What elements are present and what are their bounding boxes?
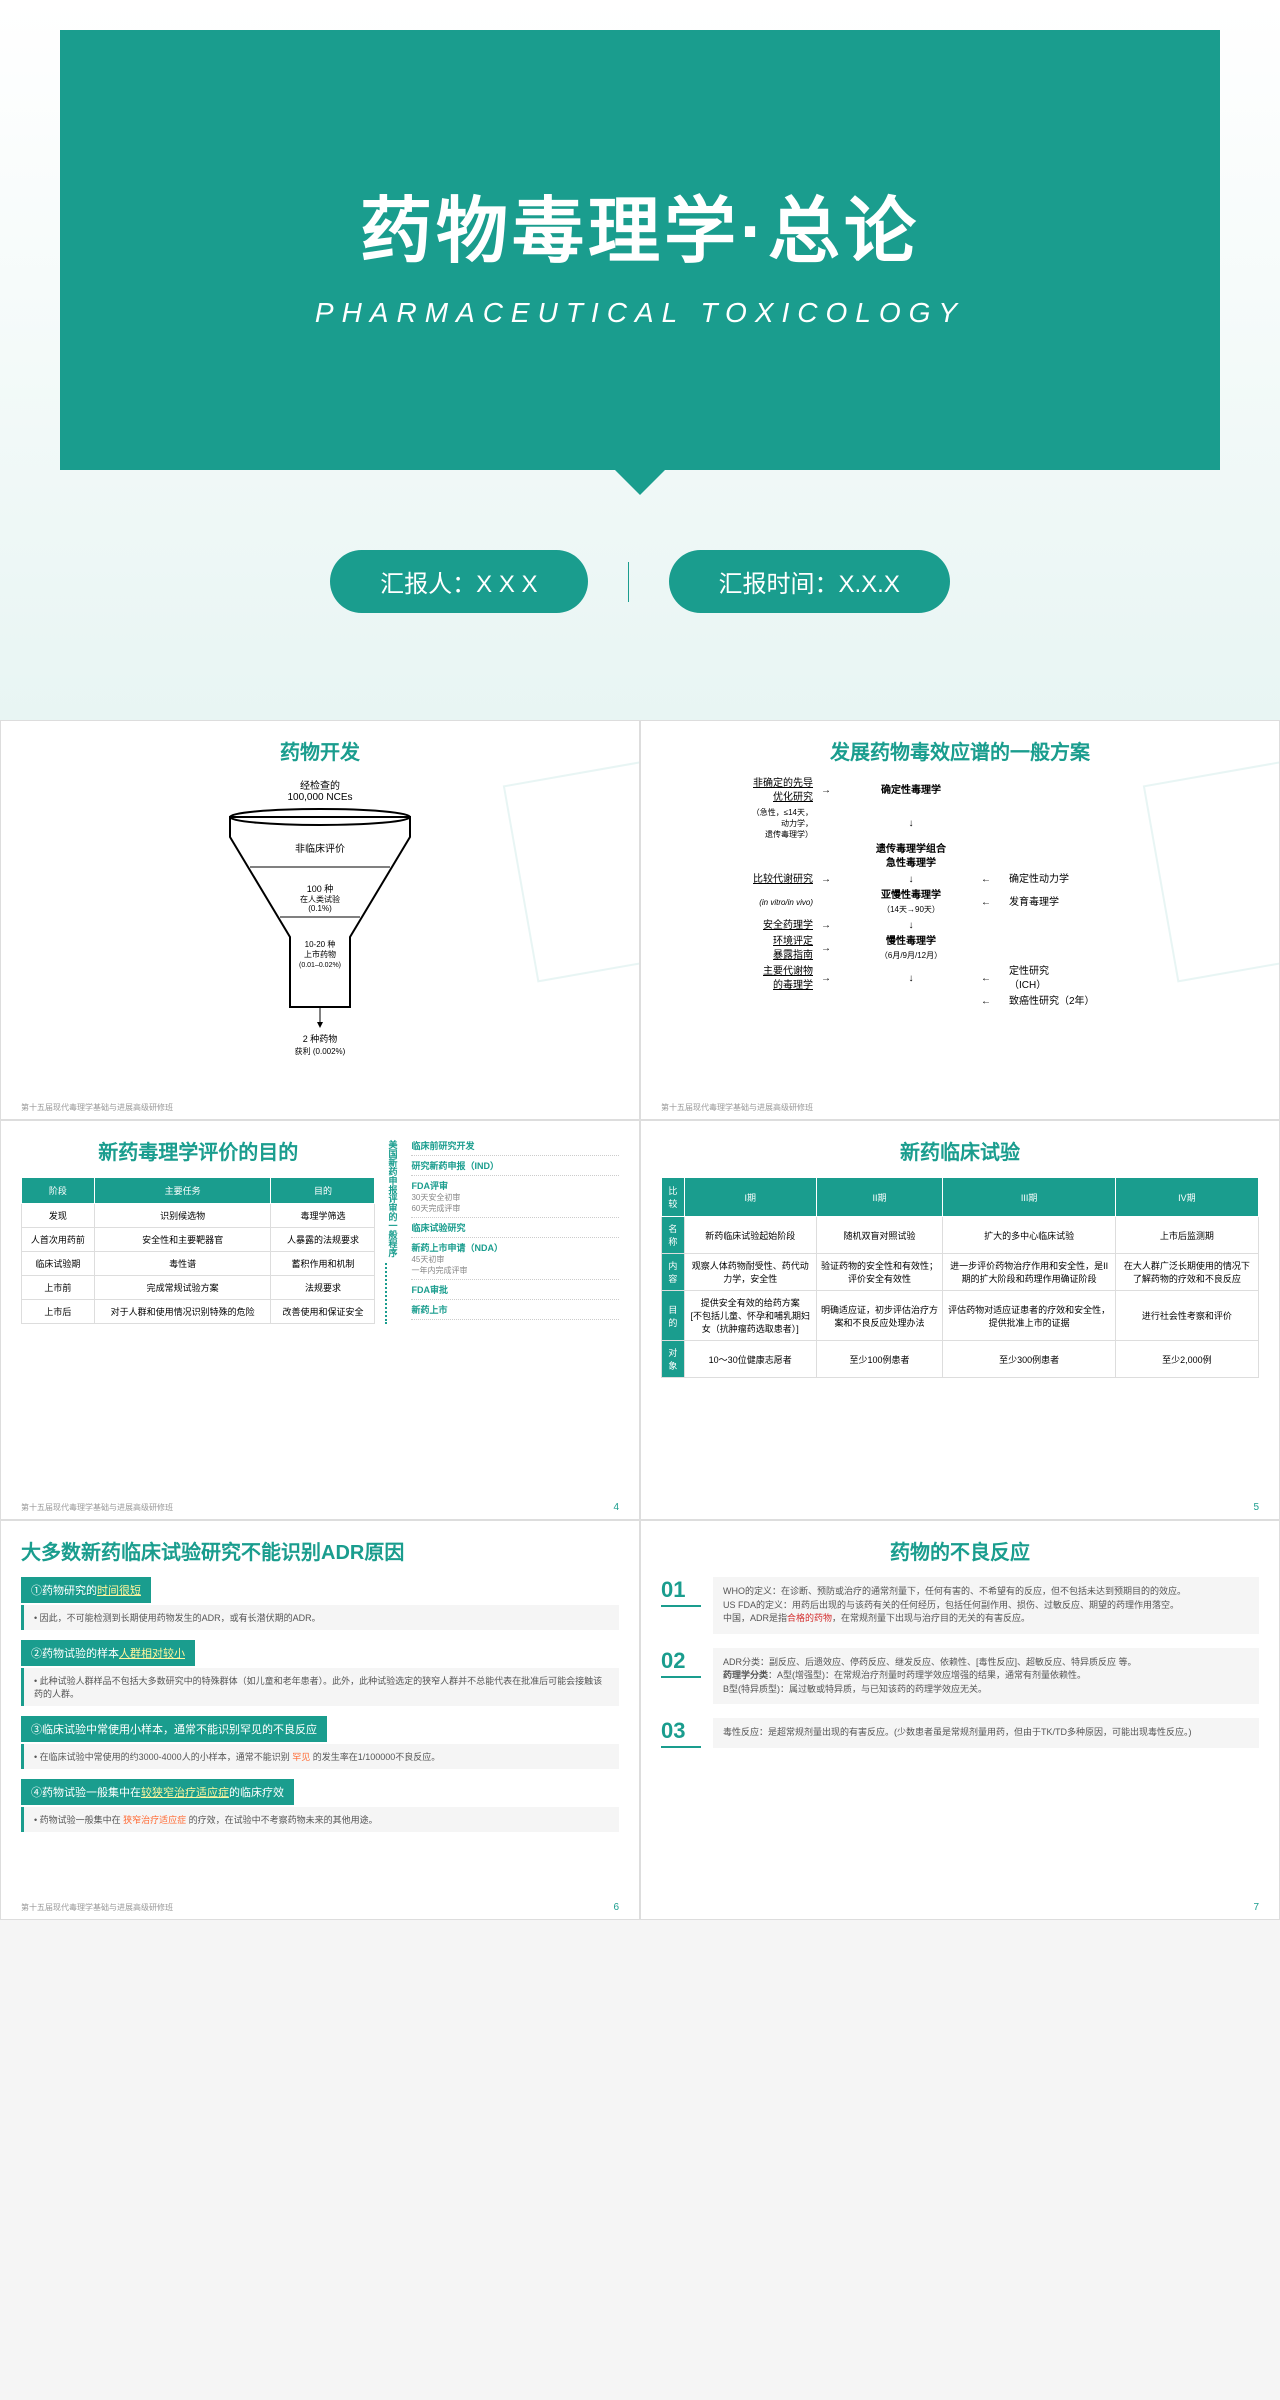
slide-title: 新药临床试验 (661, 1136, 1259, 1165)
subtitle: PHARMACEUTICAL TOXICOLOGY (315, 297, 965, 329)
page-num: 4 (613, 1502, 619, 1513)
reporter-pill: 汇报人：X X X (330, 550, 587, 613)
divider (628, 562, 629, 602)
footer: 第十五届现代毒理学基础与进展高级研修班 (661, 1102, 813, 1113)
title-block: 药物毒理学·总论 PHARMACEUTICAL TOXICOLOGY (60, 30, 1220, 470)
table-row: 人首次用药前安全性和主要靶器官人暴露的法规要求 (22, 1228, 375, 1252)
adr-item: 03 毒性反应：是超常规剂量出现的有害反应。(少数患者虽是常规剂量用药，但由于TK… (661, 1718, 1259, 1748)
adr-item: 02 ADR分类：副反应、后遗效应、停药反应、继发反应、依赖性、[毒性反应]、超敏… (661, 1648, 1259, 1705)
adr-list: 01 WHO的定义：在诊断、预防或治疗的通常剂量下，任何有害的、不希望有的反应，但… (661, 1577, 1259, 1748)
th: II期 (816, 1178, 943, 1217)
slide-adr-defs: 药物的不良反应 01 WHO的定义：在诊断、预防或治疗的通常剂量下，任何有害的、不… (640, 1520, 1280, 1920)
svg-text:(0.01–0.02%): (0.01–0.02%) (299, 962, 341, 969)
table-row: 名称新药临床试验起始阶段随机双盲对照试验扩大的多中心临床试验上市后监测期 (662, 1217, 1259, 1254)
page-num: 5 (1253, 1502, 1259, 1513)
table-row: 上市后对于人群和使用情况识别特殊的危险改善使用和保证安全 (22, 1300, 375, 1324)
slide-tox-scheme: 发展药物毒效应谱的一般方案 非确定的先导优化研究→确定性毒理学 （急性，≤14天… (640, 720, 1280, 1120)
slide-clinical-trials: 新药临床试验 比较I期II期III期IV期 名称新药临床试验起始阶段随机双盲对照… (640, 1120, 1280, 1520)
svg-text:在人类试验: 在人类试验 (300, 894, 340, 904)
footer: 第十五届现代毒理学基础与进展高级研修班 (21, 1102, 173, 1113)
svg-text:100 种: 100 种 (307, 883, 334, 894)
slide-title: 药物的不良反应 (661, 1536, 1259, 1565)
slide-title: 大多数新药临床试验研究不能识别ADR原因 (21, 1536, 619, 1565)
funnel-top-label: 经检查的100,000 NCEs (287, 777, 352, 803)
funnel-diagram: 经检查的100,000 NCEs 非临床评价 100 种 在人类试验 (0.1%… (21, 777, 619, 1067)
table-row: 临床试验期毒性谱蓄积作用和机制 (22, 1252, 375, 1276)
process-item: 临床试验研究 (411, 1218, 619, 1238)
svg-text:非临床评价: 非临床评价 (295, 842, 345, 855)
table-row: 对象10～30位健康志愿者至少100例患者至少300例患者至少2,000例 (662, 1341, 1259, 1378)
title-slide: 药物毒理学·总论 PHARMACEUTICAL TOXICOLOGY 汇报人：X… (0, 0, 1280, 720)
reason-item: ③临床试验中常使用小样本，通常不能识别罕见的不良反应• 在临床试验中常使用的约3… (21, 1716, 619, 1769)
adr-text: ADR分类：副反应、后遗效应、停药反应、继发反应、依赖性、[毒性反应]、超敏反应… (713, 1648, 1259, 1705)
process-item: FDA审批 (411, 1280, 619, 1300)
time-pill: 汇报时间：X.X.X (669, 550, 950, 613)
th: 主要任务 (94, 1178, 271, 1204)
main-title: 药物毒理学·总论 (360, 172, 920, 277)
svg-text:获利 (0.002%): 获利 (0.002%) (295, 1046, 346, 1056)
process-item: 新药上市 (411, 1300, 619, 1320)
page-num: 7 (1253, 1902, 1259, 1913)
process-list: 临床前研究开发研究新药申报（IND）FDA评审30天安全初审60天完成评审临床试… (411, 1136, 619, 1320)
slide-eval-purpose: 新药毒理学评价的目的 阶段主要任务目的 发现识别候选物毒理学筛选人首次用药前安全… (0, 1120, 640, 1520)
adr-item: 01 WHO的定义：在诊断、预防或治疗的通常剂量下，任何有害的、不希望有的反应，但… (661, 1577, 1259, 1634)
reason-item: ④药物试验一般集中在较狭窄治疗适应症的临床疗效• 药物试验一般集中在 狭窄治疗适… (21, 1779, 619, 1832)
flow-diagram: 非确定的先导优化研究→确定性毒理学 （急性，≤14天，动力学，遗传毒理学）↓ 遗… (661, 777, 1259, 1009)
reason-item: ①药物研究的时间很短• 因此，不可能检测到长期使用药物发生的ADR，或有长潜伏期… (21, 1577, 619, 1630)
reasons-list: ①药物研究的时间很短• 因此，不可能检测到长期使用药物发生的ADR，或有长潜伏期… (21, 1577, 619, 1832)
th: I期 (684, 1178, 816, 1217)
table-row: 内容观察人体药物耐受性、药代动力学，安全性验证药物的安全性和有效性；评价安全有效… (662, 1254, 1259, 1291)
th: 比较 (662, 1178, 685, 1217)
info-row: 汇报人：X X X 汇报时间：X.X.X (60, 550, 1220, 613)
trials-table: 比较I期II期III期IV期 名称新药临床试验起始阶段随机双盲对照试验扩大的多中… (661, 1177, 1259, 1378)
th: III期 (943, 1178, 1115, 1217)
table-row: 上市前完成常规试验方案法规要求 (22, 1276, 375, 1300)
th: IV期 (1115, 1178, 1258, 1217)
th: 阶段 (22, 1178, 95, 1204)
process-item: 研究新药申报（IND） (411, 1156, 619, 1176)
process-item: 临床前研究开发 (411, 1136, 619, 1156)
process-item: 新药上市申请（NDA）45天初审一年内完成评审 (411, 1238, 619, 1280)
adr-number: 02 (661, 1648, 701, 1678)
process-item: FDA评审30天安全初审60天完成评审 (411, 1176, 619, 1218)
page-num: 6 (613, 1902, 619, 1913)
adr-text: 毒性反应：是超常规剂量出现的有害反应。(少数患者虽是常规剂量用药，但由于TK/T… (713, 1718, 1259, 1748)
table-row: 发现识别候选物毒理学筛选 (22, 1204, 375, 1228)
reason-item: ②药物试验的样本人群相对较小• 此种试验人群样品不包括大多数研究中的特殊群体（如… (21, 1640, 619, 1706)
footer: 第十五届现代毒理学基础与进展高级研修班 (21, 1502, 173, 1513)
footer: 第十五届现代毒理学基础与进展高级研修班 (21, 1902, 173, 1913)
adr-number: 03 (661, 1718, 701, 1748)
slide-drug-development: 药物开发 经检查的100,000 NCEs 非临床评价 100 种 在人类试验 … (0, 720, 640, 1120)
slide-title: 发展药物毒效应谱的一般方案 (661, 736, 1259, 765)
th: 目的 (271, 1178, 375, 1204)
funnel-svg: 非临床评价 100 种 在人类试验 (0.1%) 10-20 种 上市药物 (0… (220, 807, 420, 1067)
svg-text:(0.1%): (0.1%) (308, 904, 332, 913)
purpose-table: 阶段主要任务目的 发现识别候选物毒理学筛选人首次用药前安全性和主要靶器官人暴露的… (21, 1177, 375, 1324)
slide-adr-reasons: 大多数新药临床试验研究不能识别ADR原因 ①药物研究的时间很短• 因此，不可能检… (0, 1520, 640, 1920)
svg-text:2 种药物: 2 种药物 (303, 1033, 338, 1044)
vert-label: 美国新药申报评审的一般程序 (385, 1136, 400, 1261)
slide-title: 药物开发 (21, 736, 619, 765)
svg-text:10-20 种: 10-20 种 (305, 939, 336, 949)
table-row: 目的提供安全有效的给药方案[不包括儿童、怀孕和哺乳期妇女（抗肿瘤药选取患者）]明… (662, 1291, 1259, 1341)
slide-title: 新药毒理学评价的目的 (21, 1136, 375, 1165)
adr-text: WHO的定义：在诊断、预防或治疗的通常剂量下，任何有害的、不希望有的反应，但不包… (713, 1577, 1259, 1634)
svg-text:上市药物: 上市药物 (304, 949, 336, 959)
adr-number: 01 (661, 1577, 701, 1607)
